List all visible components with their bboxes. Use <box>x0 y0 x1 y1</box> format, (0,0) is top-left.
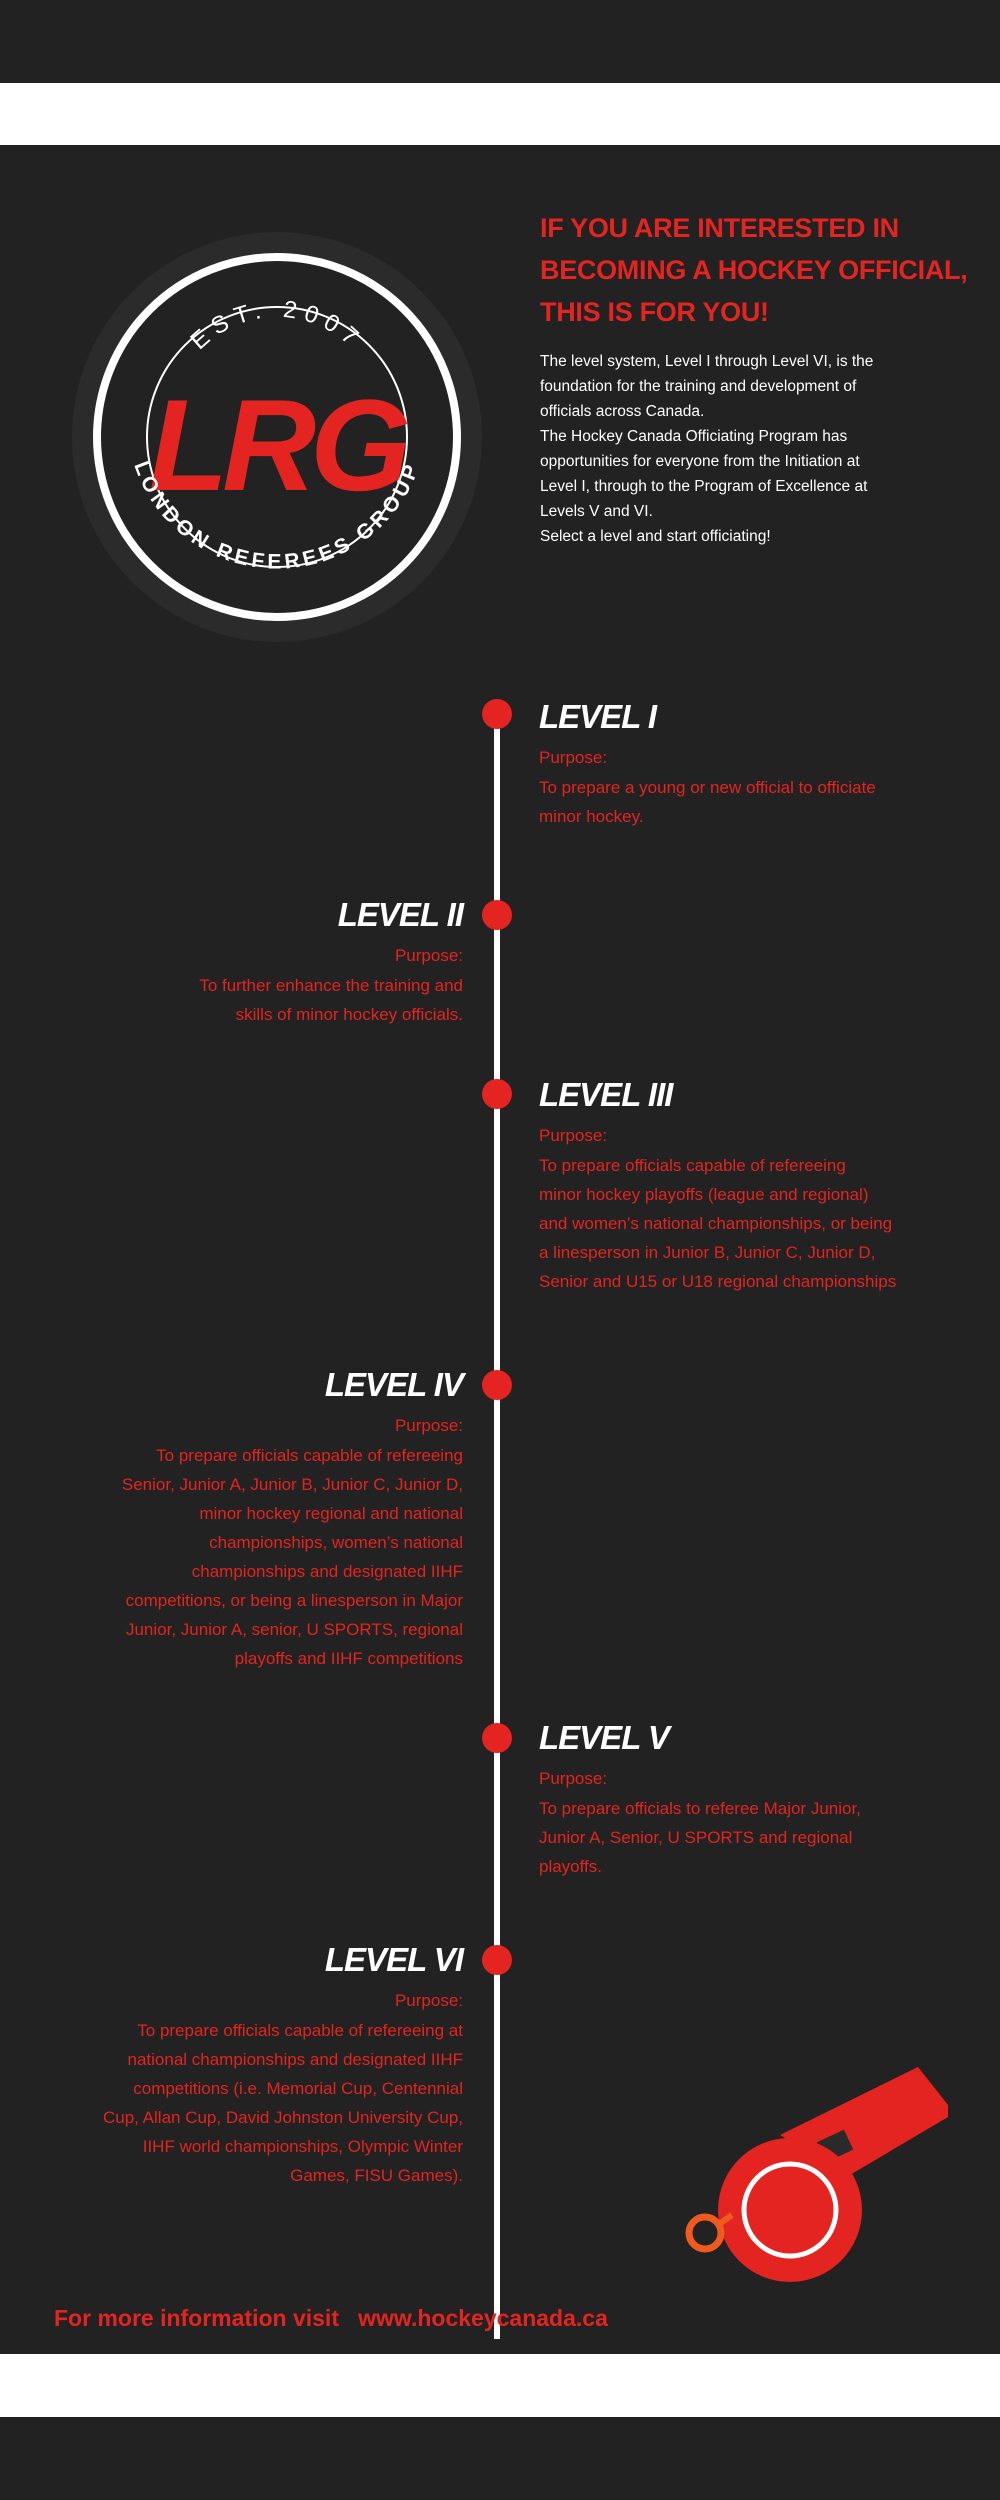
intro-heading-line: IF YOU ARE INTERESTED IN <box>540 213 899 243</box>
intro-paragraph: The level system, Level I through Level … <box>540 349 970 549</box>
logo-letters: LRG <box>149 372 408 518</box>
purpose-text: To prepare a young or new official to of… <box>539 773 959 831</box>
purpose-line: To prepare a young or new official to of… <box>539 778 876 797</box>
intro-line: The Hockey Canada Officiating Program ha… <box>540 428 848 445</box>
footer-text: For more information visit <box>54 2305 339 2331</box>
purpose-line: minor hockey regional and national <box>199 1504 463 1523</box>
purpose-line: To prepare officials capable of refereei… <box>156 1446 463 1465</box>
level-title: LEVEL V <box>539 1719 670 1756</box>
timeline-dot-level-6 <box>482 1945 512 1975</box>
purpose-line: and women’s national championships, or b… <box>539 1214 893 1233</box>
purpose-line: competitions, or being a linesperson in … <box>125 1591 463 1610</box>
purpose-line: championships and designated IIHF <box>191 1562 463 1581</box>
level-2-block: LEVEL II Purpose: To further enhance the… <box>43 895 464 1029</box>
intro-section: IF YOU ARE INTERESTED IN BECOMING A HOCK… <box>540 207 970 549</box>
footer-info: For more information visit www.hockeycan… <box>54 2305 608 2332</box>
timeline-line <box>494 709 500 2339</box>
purpose-line: a linesperson in Junior B, Junior C, Jun… <box>539 1243 876 1262</box>
timeline-dot-level-5 <box>482 1723 512 1753</box>
purpose-label: Purpose: <box>394 1991 463 2010</box>
purpose-line: Cup, Allan Cup, David Johnston Universit… <box>102 2108 463 2127</box>
purpose-line: competitions (i.e. Memorial Cup, Centenn… <box>133 2079 463 2098</box>
purpose-line: skills of minor hockey officials. <box>235 1005 463 1024</box>
purpose-line: IIHF world championships, Olympic Winter <box>142 2137 463 2156</box>
purpose-line: playoffs. <box>539 1857 603 1876</box>
purpose-line: minor hockey playoffs (league and region… <box>539 1185 869 1204</box>
intro-line: Levels V and VI. <box>540 503 653 520</box>
timeline-dot-level-4 <box>482 1370 512 1400</box>
purpose-label: Purpose: <box>539 748 608 767</box>
level-title: LEVEL IV <box>324 1366 464 1403</box>
bottom-dark-band <box>0 2417 1000 2500</box>
purpose-line: playoffs and IIHF competitions <box>234 1649 463 1668</box>
purpose-label: Purpose: <box>539 1769 608 1788</box>
timeline-dot-level-1 <box>482 699 512 729</box>
level-5-block: LEVEL V Purpose: To prepare officials to… <box>539 1718 959 1881</box>
timeline-dot-level-2 <box>482 900 512 930</box>
intro-heading-line: BECOMING A HOCKEY OFFICIAL, <box>540 255 968 285</box>
purpose-line: To prepare officials capable of refereei… <box>539 1156 846 1175</box>
level-3-block: LEVEL III Purpose: To prepare officials … <box>539 1075 959 1296</box>
purpose-label: Purpose: <box>394 1416 463 1435</box>
intro-line: Select a level and start officiating! <box>540 528 771 545</box>
lrg-logo: EST. 2007 LRG LONDON REFEREES GROUP <box>72 232 482 642</box>
intro-heading-line: THIS IS FOR YOU! <box>540 297 769 327</box>
intro-line: The level system, Level I through Level … <box>540 353 874 370</box>
purpose-line: championships, women’s national <box>209 1533 463 1552</box>
intro-line: foundation for the training and developm… <box>540 378 857 395</box>
purpose-line: To further enhance the training and <box>199 976 463 995</box>
purpose-text: To prepare officials capable of refereei… <box>539 1151 959 1296</box>
intro-heading: IF YOU ARE INTERESTED IN BECOMING A HOCK… <box>540 207 970 333</box>
purpose-line: To prepare officials capable of refereei… <box>137 2021 463 2040</box>
level-4-block: LEVEL IV Purpose: To prepare officials c… <box>43 1365 464 1673</box>
purpose-line: To prepare officials to referee Major Ju… <box>539 1799 861 1818</box>
purpose-line: minor hockey. <box>539 807 644 826</box>
purpose-line: Games, FISU Games). <box>290 2166 463 2185</box>
purpose-text: To prepare officials capable of refereei… <box>43 2016 463 2190</box>
purpose-text: To prepare officials capable of refereei… <box>43 1441 463 1673</box>
footer-link[interactable]: www.hockeycanada.ca <box>358 2305 608 2331</box>
purpose-line: Senior, Junior A, Junior B, Junior C, Ju… <box>121 1475 463 1494</box>
purpose-text: To prepare officials to referee Major Ju… <box>539 1794 959 1881</box>
level-title: LEVEL VI <box>324 1941 464 1978</box>
purpose-line: Junior, Junior A, senior, U SPORTS, regi… <box>125 1620 463 1639</box>
purpose-line: national championships and designated II… <box>127 2050 464 2069</box>
purpose-line: Junior A, Senior, U SPORTS and regional <box>539 1828 853 1847</box>
purpose-text: To further enhance the training and skil… <box>43 971 463 1029</box>
level-6-block: LEVEL VI Purpose: To prepare officials c… <box>43 1940 464 2190</box>
level-title: LEVEL II <box>337 896 464 933</box>
level-title: LEVEL III <box>539 1076 673 1113</box>
level-title: LEVEL I <box>539 698 657 735</box>
timeline-dot-level-3 <box>482 1079 512 1109</box>
whistle-icon <box>680 2065 955 2290</box>
level-1-block: LEVEL I Purpose: To prepare a young or n… <box>539 697 959 831</box>
top-dark-band <box>0 0 1000 83</box>
intro-line: Level I, through to the Program of Excel… <box>540 478 868 495</box>
infographic-panel: EST. 2007 LRG LONDON REFEREES GROUP IF Y… <box>0 145 1000 2354</box>
lrg-logo-graphic: EST. 2007 LRG LONDON REFEREES GROUP <box>72 232 482 642</box>
purpose-label: Purpose: <box>539 1126 608 1145</box>
purpose-line: Senior and U15 or U18 regional champions… <box>539 1272 897 1291</box>
intro-line: opportunities for everyone from the Init… <box>540 453 860 470</box>
intro-line: officials across Canada. <box>540 403 705 420</box>
purpose-label: Purpose: <box>394 946 463 965</box>
